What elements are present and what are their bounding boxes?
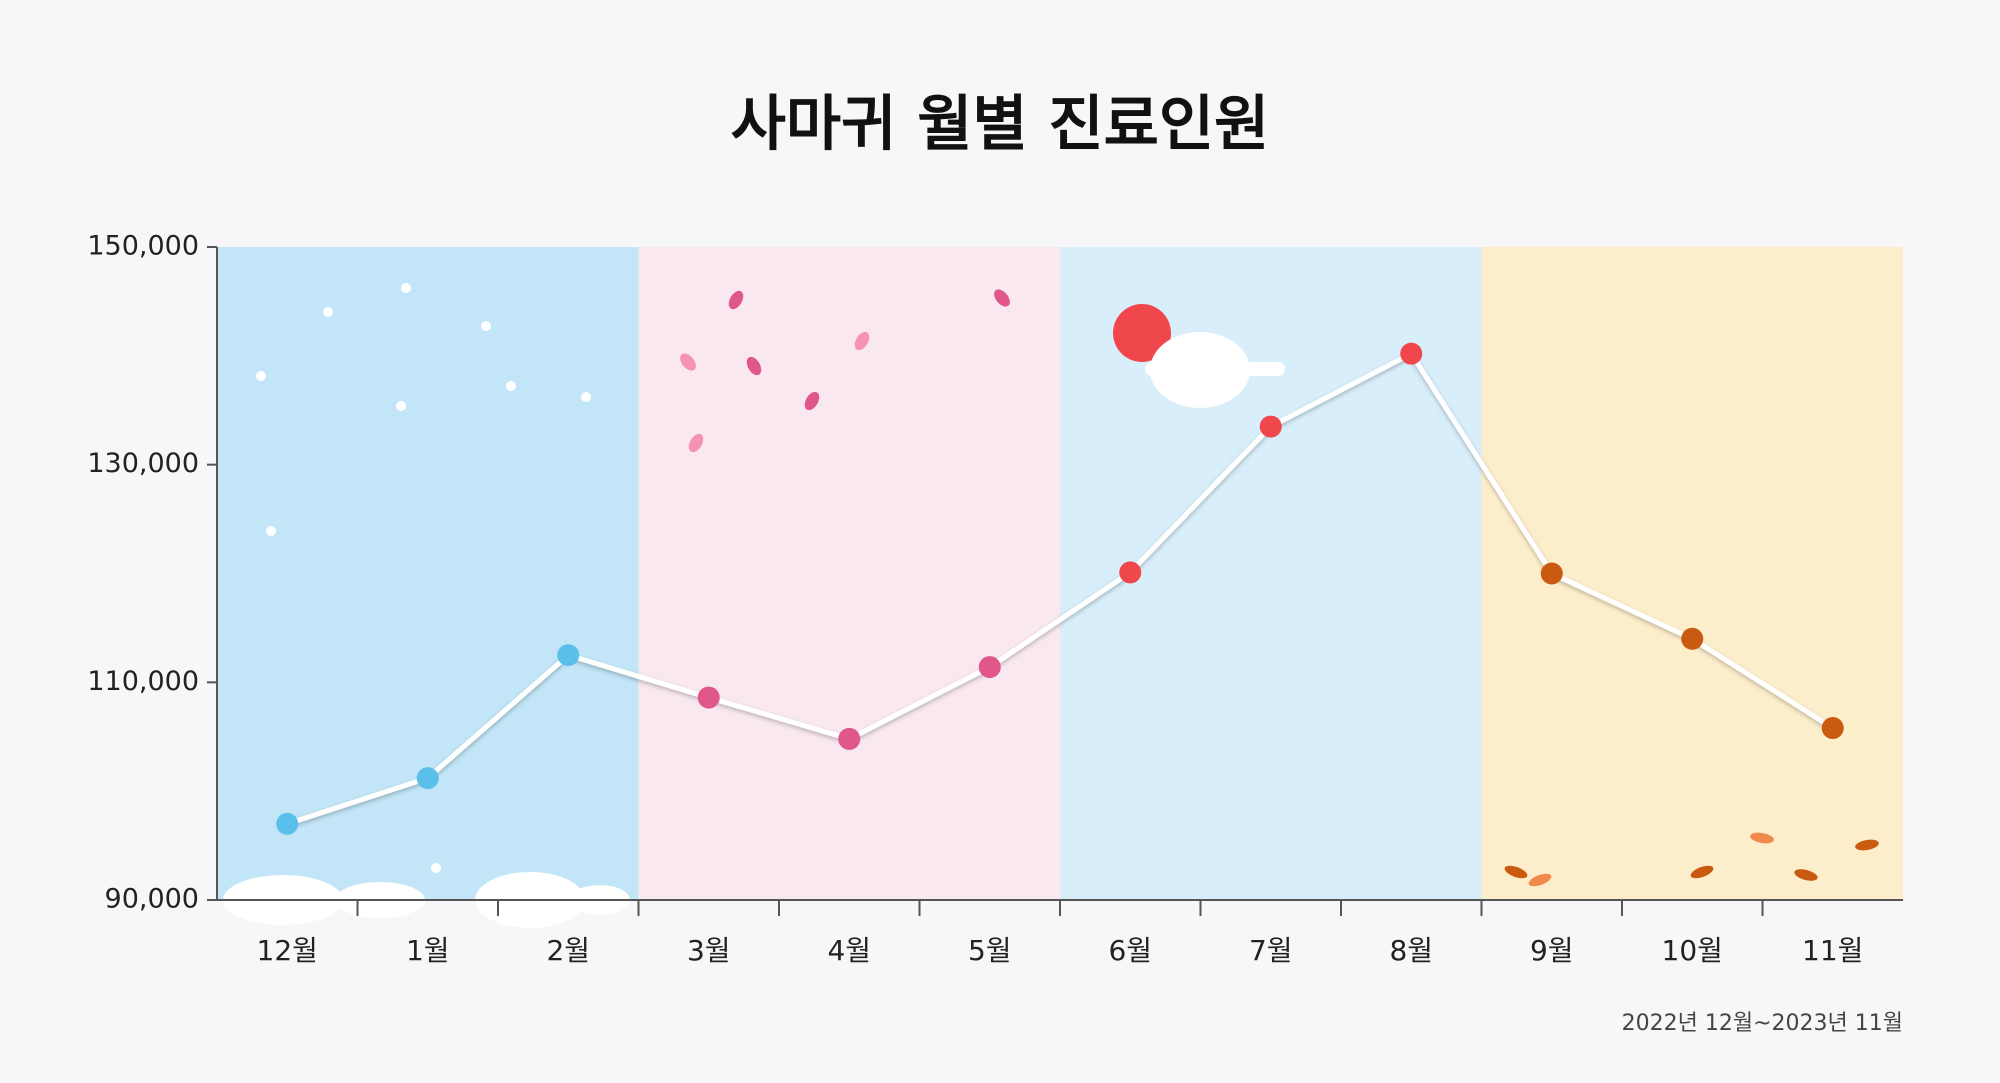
- point: [1540, 562, 1563, 585]
- x-tick-label: 12월: [257, 934, 318, 967]
- x-tick-label: 6월: [1108, 934, 1152, 967]
- line: [286, 350, 1835, 827]
- y-tick-label: 130,000: [87, 448, 199, 479]
- point: [1400, 342, 1423, 365]
- y-tick-label: 90,000: [105, 884, 199, 915]
- point: [697, 686, 720, 709]
- date-note: 2022년 12월~2023년 11월: [1622, 1011, 1903, 1036]
- y-tick-label: 110,000: [87, 666, 199, 697]
- x-tick-label: 8월: [1389, 934, 1433, 967]
- y-tick-label: 150,000: [87, 231, 199, 262]
- point: [416, 767, 439, 790]
- x-tick-label: 10월: [1662, 934, 1723, 967]
- point: [1119, 561, 1142, 584]
- point: [1681, 627, 1704, 650]
- x-tick-label: 5월: [968, 934, 1012, 967]
- x-tick-label: 2월: [546, 934, 590, 967]
- x-tick-label: 7월: [1249, 934, 1293, 967]
- point: [1821, 717, 1844, 740]
- point: [1259, 415, 1282, 438]
- point: [978, 656, 1001, 679]
- point: [276, 812, 299, 835]
- chart-title: 사마귀 월별 진료인원: [731, 90, 1270, 160]
- x-tick-label: 3월: [687, 934, 731, 967]
- point: [838, 727, 861, 750]
- x-tick-label: 4월: [827, 934, 871, 967]
- winter-band: [217, 247, 639, 900]
- spring-band: [638, 247, 1060, 900]
- x-tick-label: 9월: [1530, 934, 1574, 967]
- x-tick-label: 1월: [406, 934, 450, 967]
- x-tick-label: 11월: [1802, 934, 1863, 967]
- season-backgrounds: [217, 247, 1903, 900]
- point: [557, 644, 580, 667]
